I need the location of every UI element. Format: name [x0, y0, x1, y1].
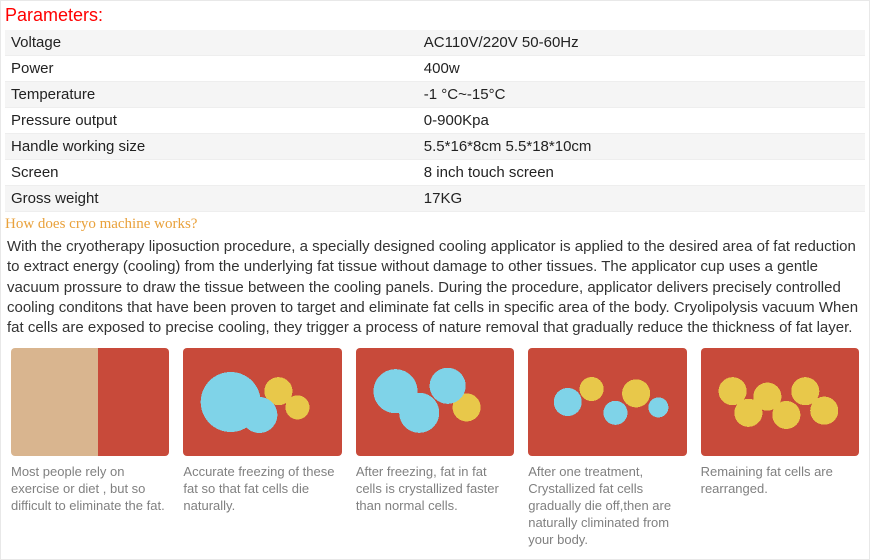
- step-caption: Most people rely on exercise or diet , b…: [11, 456, 169, 515]
- process-steps-row: Most people rely on exercise or diet , b…: [5, 348, 865, 548]
- how-it-works-description: With the cryotherapy liposuction procedu…: [5, 235, 865, 348]
- step-illustration: [701, 348, 859, 456]
- param-value: 0-900Kpa: [418, 108, 865, 134]
- param-label: Screen: [5, 160, 418, 186]
- step-caption: Remaining fat cells are rearranged.: [701, 456, 859, 498]
- step-illustration: [11, 348, 169, 456]
- product-info-panel: Parameters: Voltage AC110V/220V 50-60Hz …: [0, 0, 870, 560]
- table-row: Handle working size 5.5*16*8cm 5.5*18*10…: [5, 134, 865, 160]
- process-step: After freezing, fat in fat cells is crys…: [356, 348, 514, 515]
- step-caption: After freezing, fat in fat cells is crys…: [356, 456, 514, 515]
- parameters-heading: Parameters:: [5, 3, 865, 30]
- param-value: 400w: [418, 56, 865, 82]
- table-row: Gross weight 17KG: [5, 186, 865, 212]
- step-caption: After one treatment, Crystallized fat ce…: [528, 456, 686, 548]
- table-row: Pressure output 0-900Kpa: [5, 108, 865, 134]
- process-step: Accurate freezing of these fat so that f…: [183, 348, 341, 515]
- step-illustration: [528, 348, 686, 456]
- table-row: Voltage AC110V/220V 50-60Hz: [5, 30, 865, 56]
- step-illustration: [356, 348, 514, 456]
- table-row: Power 400w: [5, 56, 865, 82]
- param-value: 17KG: [418, 186, 865, 212]
- param-value: AC110V/220V 50-60Hz: [418, 30, 865, 56]
- process-step: After one treatment, Crystallized fat ce…: [528, 348, 686, 548]
- param-label: Power: [5, 56, 418, 82]
- step-caption: Accurate freezing of these fat so that f…: [183, 456, 341, 515]
- param-value: -1 °C~-15°C: [418, 82, 865, 108]
- parameters-table: Voltage AC110V/220V 50-60Hz Power 400w T…: [5, 30, 865, 212]
- table-row: Screen 8 inch touch screen: [5, 160, 865, 186]
- param-value: 5.5*16*8cm 5.5*18*10cm: [418, 134, 865, 160]
- param-label: Voltage: [5, 30, 418, 56]
- table-row: Temperature -1 °C~-15°C: [5, 82, 865, 108]
- param-label: Pressure output: [5, 108, 418, 134]
- param-label: Handle working size: [5, 134, 418, 160]
- process-step: Remaining fat cells are rearranged.: [701, 348, 859, 498]
- param-value: 8 inch touch screen: [418, 160, 865, 186]
- how-it-works-heading: How does cryo machine works?: [5, 212, 865, 235]
- step-illustration: [183, 348, 341, 456]
- param-label: Temperature: [5, 82, 418, 108]
- process-step: Most people rely on exercise or diet , b…: [11, 348, 169, 515]
- param-label: Gross weight: [5, 186, 418, 212]
